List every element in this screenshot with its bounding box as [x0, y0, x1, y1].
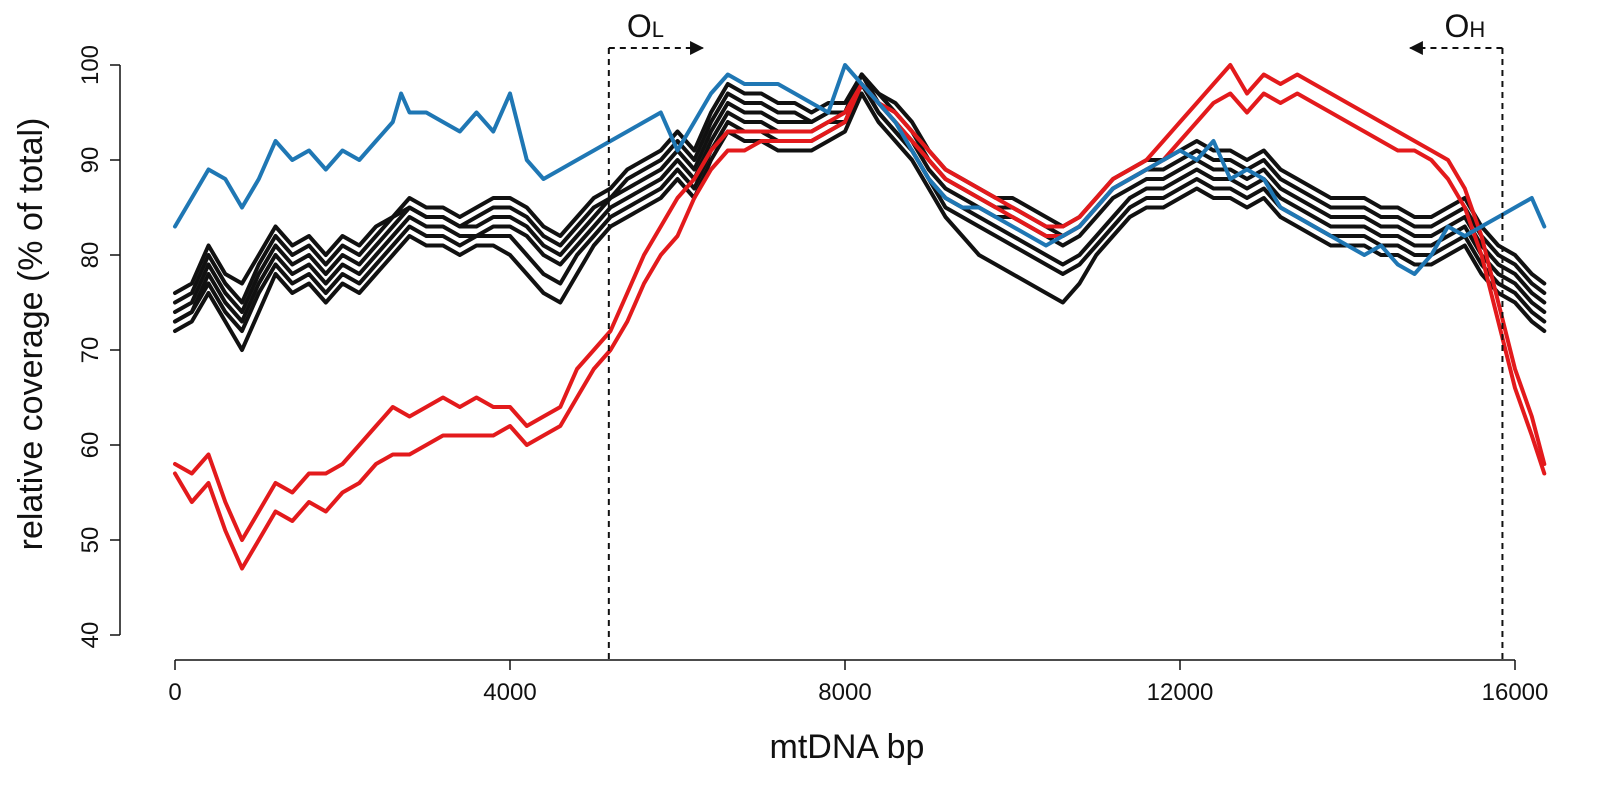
x-tick-label: 0	[168, 679, 181, 706]
x-tick-label: 16000	[1482, 679, 1549, 706]
series-line-red-2	[173, 82, 1547, 571]
annotation-layer: OL OH	[607, 8, 1504, 660]
y-tick-label: 50	[77, 527, 104, 554]
series-line-black-6	[173, 82, 1547, 324]
series-line-blue-0	[173, 63, 1547, 276]
y-axis-label: relative coverage (% of total)	[12, 118, 50, 551]
series-line-black-8	[173, 91, 1547, 352]
x-axis-label: mtDNA bp	[770, 728, 925, 766]
x-tick-label: 8000	[818, 679, 871, 706]
y-tick-label: 70	[77, 337, 104, 364]
y-tick-label: 80	[77, 242, 104, 269]
origin-label-sub: H	[1469, 17, 1485, 42]
origin-label: OL	[627, 8, 664, 44]
y-tick-label: 60	[77, 432, 104, 459]
series-line-black-5	[173, 72, 1547, 314]
x-tick-label: 12000	[1147, 679, 1214, 706]
origin-label-main: O	[1444, 8, 1469, 44]
axes: 40 50 60 70 80 90 100 0 4000 8000 12000 16000	[77, 45, 1548, 706]
origin-label-sub: L	[652, 17, 664, 42]
series-layer	[173, 63, 1547, 571]
x-tick-label: 4000	[483, 679, 536, 706]
origin-label: OH	[1444, 8, 1485, 44]
y-tick-label: 100	[77, 45, 104, 85]
y-tick-label: 40	[77, 622, 104, 649]
y-tick-label: 90	[77, 147, 104, 174]
origin-label-main: O	[627, 8, 652, 44]
